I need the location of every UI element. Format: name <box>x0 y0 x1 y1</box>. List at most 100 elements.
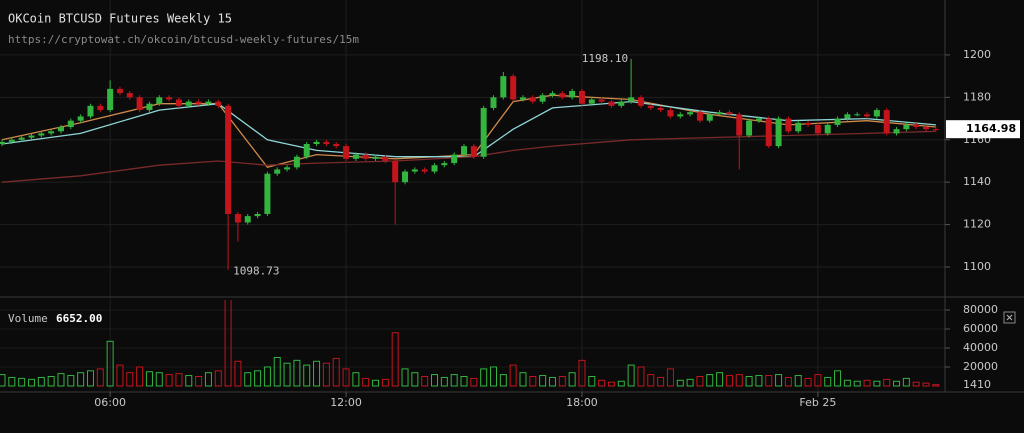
candle-body <box>205 101 212 104</box>
volume-bar <box>775 374 783 387</box>
volume-bar <box>116 364 124 387</box>
volume-bar <box>588 375 596 387</box>
volume-bar <box>706 374 714 387</box>
candle-body <box>578 90 585 104</box>
candle-body <box>77 116 84 121</box>
candle-body <box>844 114 851 119</box>
y-tick-label: 1180 <box>963 90 991 103</box>
candle-body <box>657 107 664 111</box>
candle-body <box>539 95 546 102</box>
candle-body <box>913 124 920 128</box>
volume-bar <box>607 381 615 387</box>
volume-bar <box>352 372 360 387</box>
volume-bar <box>499 374 507 387</box>
candle-body <box>48 131 55 134</box>
volume-bar <box>873 380 881 387</box>
volume-bar <box>381 378 389 387</box>
candle-body <box>883 110 890 134</box>
candle-body <box>696 112 703 121</box>
volume-bar <box>273 356 281 387</box>
candle-body <box>225 105 232 214</box>
candle-body <box>441 163 448 166</box>
candle-body <box>647 105 654 108</box>
candle-body <box>175 99 182 106</box>
candle-body <box>126 93 133 98</box>
volume-bar <box>244 372 252 387</box>
volume-bar <box>0 374 6 387</box>
last-price-label: 1164.98 <box>966 122 1016 135</box>
candle-body <box>146 103 153 111</box>
candle-body <box>637 97 644 106</box>
volume-bar <box>716 372 724 387</box>
volume-bar <box>431 374 439 387</box>
volume-bar <box>27 378 35 387</box>
volume-bar <box>391 332 399 387</box>
candle-body <box>116 88 123 94</box>
volume-bar <box>480 368 488 387</box>
candle-body <box>775 118 782 147</box>
volume-bar <box>853 380 861 387</box>
candle-body <box>274 169 281 174</box>
candle-body <box>392 160 399 183</box>
volume-tick-label: 20000 <box>963 360 998 373</box>
close-button-box[interactable] <box>1003 311 1016 324</box>
volume-bar <box>578 359 586 387</box>
volume-bar <box>332 357 340 387</box>
volume-bar <box>883 378 891 387</box>
candle-body <box>333 144 340 147</box>
candle-body <box>470 146 477 157</box>
close-button[interactable] <box>1003 311 1016 324</box>
candle-body <box>303 144 310 157</box>
candle-body <box>136 97 143 111</box>
candle-body <box>57 127 64 132</box>
candle-body <box>814 124 821 134</box>
volume-bar <box>303 364 311 387</box>
candle-body <box>343 146 350 159</box>
candle-body <box>402 171 409 183</box>
candle-body <box>932 129 939 131</box>
volume-bar <box>676 379 684 387</box>
volume-bar <box>863 379 871 387</box>
volume-bar <box>254 370 262 387</box>
volume-bar <box>175 373 183 387</box>
candle-body <box>421 169 428 172</box>
candle-body <box>598 99 605 102</box>
volume-bar <box>18 377 26 387</box>
close-button-icon[interactable] <box>1006 314 1013 321</box>
volume-tick-label: 40000 <box>963 341 998 354</box>
volume-bar <box>460 375 468 387</box>
volume-bar <box>106 340 114 387</box>
candle-body <box>284 167 291 170</box>
candle-body <box>156 97 163 104</box>
candle-body <box>765 118 772 147</box>
candle-body <box>667 110 674 117</box>
volume-bar <box>922 382 930 387</box>
price-pane <box>0 58 939 270</box>
volume-bar <box>8 376 16 387</box>
candle-body <box>38 133 45 136</box>
volume-bar <box>558 375 566 387</box>
volume-bar <box>136 366 144 387</box>
candle-body <box>736 114 743 136</box>
y-tick-label: 1100 <box>963 260 991 273</box>
candle-body <box>923 127 930 130</box>
y-tick-label: 1120 <box>963 218 991 231</box>
candle-body <box>97 105 104 111</box>
candle-body <box>313 141 320 145</box>
candle-body <box>372 156 379 159</box>
volume-bar <box>185 375 193 387</box>
x-tick-label: 06:00 <box>94 396 126 409</box>
candle-body <box>903 124 910 130</box>
price-annotation: 1098.73 <box>233 265 279 278</box>
x-tick-label: 12:00 <box>330 396 362 409</box>
volume-bar <box>155 372 163 387</box>
volume-bar <box>834 370 842 387</box>
volume-bar <box>548 376 556 387</box>
candle-body <box>490 97 497 108</box>
volume-bar <box>843 379 851 387</box>
volume-bar <box>421 375 429 387</box>
volume-bar <box>893 380 901 387</box>
candle-body <box>677 114 684 117</box>
candle-body <box>185 101 192 106</box>
